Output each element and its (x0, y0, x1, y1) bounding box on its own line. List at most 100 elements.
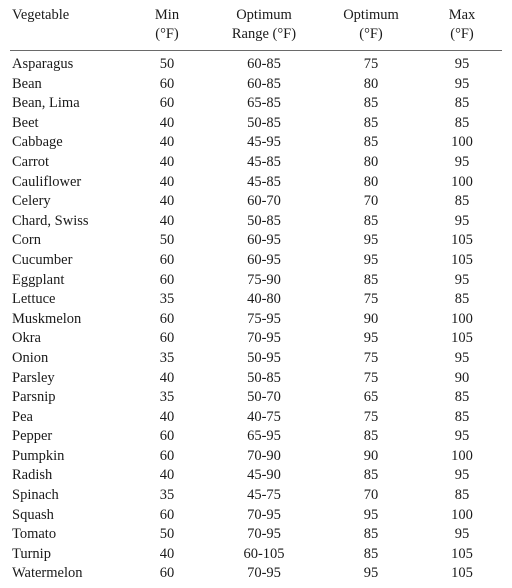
cell-optimum: 85 (363, 428, 379, 445)
table-row: Onion 35 50-95 75 95 (10, 349, 502, 369)
cell-optimum-range: 70-95 (247, 526, 281, 543)
cell-optimum-range: 60-95 (247, 232, 281, 249)
cell-optimum: 70 (363, 193, 379, 210)
cell-max: 100 (451, 134, 473, 151)
cell-optimum: 80 (363, 75, 379, 92)
header-min: Min (154, 7, 180, 23)
cell-optimum: 90 (363, 447, 379, 464)
header-max: Max (448, 7, 476, 23)
header-min-unit: (°F) (126, 25, 208, 51)
cell-optimum: 85 (363, 114, 379, 131)
cell-optimum-range: 45-85 (247, 173, 281, 190)
cell-min: 60 (159, 428, 175, 445)
cell-optimum: 95 (363, 330, 379, 347)
cell-optimum-range: 50-95 (247, 349, 281, 366)
cell-vegetable: Bean, Lima (12, 95, 80, 112)
cell-max: 100 (451, 506, 473, 523)
cell-min: 40 (159, 193, 175, 210)
cell-max: 85 (454, 408, 470, 425)
cell-optimum: 95 (363, 506, 379, 523)
cell-min: 40 (159, 369, 175, 386)
cell-optimum: 85 (363, 95, 379, 112)
table-header: Vegetable Min Optimum Optimum Max (°F) R… (10, 6, 502, 51)
cell-min: 60 (159, 447, 175, 464)
cell-optimum-range: 45-75 (247, 487, 281, 504)
cell-optimum-range: 45-90 (247, 467, 281, 484)
cell-min: 50 (159, 56, 175, 72)
cell-vegetable: Muskmelon (12, 310, 82, 327)
cell-optimum: 75 (363, 408, 379, 425)
cell-optimum: 85 (363, 212, 379, 229)
cell-optimum: 75 (363, 56, 379, 72)
cell-min: 40 (159, 114, 175, 131)
cell-max: 105 (451, 330, 473, 347)
cell-max: 95 (454, 428, 470, 445)
table-row: Beet 40 50-85 85 85 (10, 114, 502, 134)
cell-vegetable: Eggplant (12, 271, 65, 288)
cell-max: 95 (454, 212, 470, 229)
cell-min: 60 (159, 330, 175, 347)
table-row: Okra 60 70-95 95 105 (10, 329, 502, 349)
cell-vegetable: Bean (12, 75, 42, 92)
cell-max: 100 (451, 447, 473, 464)
cell-optimum: 80 (363, 153, 379, 170)
header-optimum: Optimum (343, 7, 399, 23)
cell-min: 60 (159, 251, 175, 268)
cell-optimum-range: 70-95 (247, 330, 281, 347)
cell-min: 60 (159, 271, 175, 288)
cell-max: 85 (454, 389, 470, 406)
cell-optimum: 75 (363, 369, 379, 386)
cell-optimum: 85 (363, 467, 379, 484)
table-row: Cucumber 60 60-95 95 105 (10, 251, 502, 271)
table-row: Carrot 40 45-85 80 95 (10, 153, 502, 173)
cell-max: 105 (451, 251, 473, 268)
cell-optimum: 95 (363, 251, 379, 268)
cell-vegetable: Celery (12, 193, 51, 210)
cell-optimum-range: 65-85 (247, 95, 281, 112)
cell-vegetable: Parsnip (12, 389, 56, 406)
table-row: Asparagus 50 60-85 75 95 (10, 51, 502, 75)
cell-optimum: 85 (363, 526, 379, 543)
cell-optimum-range: 60-85 (247, 56, 281, 72)
cell-vegetable: Watermelon (12, 565, 83, 582)
cell-optimum: 70 (363, 487, 379, 504)
cell-vegetable: Lettuce (12, 291, 56, 308)
header-row-2: (°F) Range (°F) (°F) (°F) (10, 25, 502, 51)
cell-min: 40 (159, 212, 175, 229)
cell-max: 95 (454, 467, 470, 484)
cell-optimum: 95 (363, 565, 379, 582)
cell-vegetable: Tomato (12, 526, 57, 543)
cell-min: 40 (159, 173, 175, 190)
cell-vegetable: Pea (12, 408, 33, 425)
cell-max: 95 (454, 349, 470, 366)
cell-optimum-range: 40-75 (247, 408, 281, 425)
cell-max: 85 (454, 193, 470, 210)
cell-max: 85 (454, 114, 470, 131)
table-row: Chard, Swiss 40 50-85 85 95 (10, 212, 502, 232)
cell-min: 40 (159, 408, 175, 425)
cell-optimum: 80 (363, 173, 379, 190)
cell-min: 40 (159, 545, 175, 562)
cell-optimum-range: 70-90 (247, 447, 281, 464)
table-row: Turnip 40 60-105 85 105 (10, 545, 502, 565)
cell-max: 90 (454, 369, 470, 386)
cell-optimum-range: 45-95 (247, 134, 281, 151)
table-row: Pepper 60 65-95 85 95 (10, 427, 502, 447)
cell-optimum-range: 50-85 (247, 212, 281, 229)
cell-max: 95 (454, 153, 470, 170)
cell-vegetable: Radish (12, 467, 53, 484)
header-row-1: Vegetable Min Optimum Optimum Max (10, 6, 502, 25)
cell-optimum: 95 (363, 232, 379, 249)
cell-max: 105 (451, 545, 473, 562)
cell-vegetable: Pumpkin (12, 447, 65, 464)
cell-max: 85 (454, 291, 470, 308)
header-optimum-range: Optimum (236, 7, 292, 23)
cell-optimum-range: 75-95 (247, 310, 281, 327)
table-row: Spinach 35 45-75 70 85 (10, 486, 502, 506)
cell-min: 40 (159, 467, 175, 484)
cell-min: 50 (159, 232, 175, 249)
cell-vegetable: Asparagus (12, 56, 74, 72)
cell-min: 60 (159, 310, 175, 327)
header-max-unit: (°F) (422, 25, 502, 51)
